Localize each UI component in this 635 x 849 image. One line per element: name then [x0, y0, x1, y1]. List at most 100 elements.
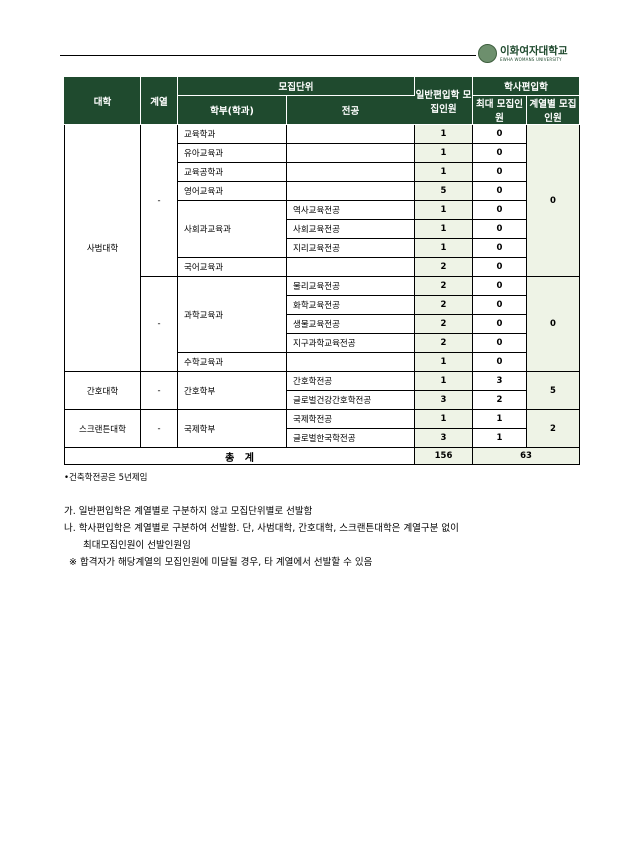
- max-count-cell: 0: [472, 219, 527, 239]
- major-cell: 물리교육전공: [286, 276, 415, 296]
- dept-cell: 영어교육과: [177, 181, 287, 201]
- dept-cell: 과학교육과: [177, 276, 287, 353]
- dept-cell: 교육공학과: [177, 162, 287, 182]
- college-cell: 간호대학: [64, 371, 141, 410]
- college-cell: 스크랜튼대학: [64, 409, 141, 448]
- general-count-cell: 3: [414, 390, 473, 410]
- general-count-cell: 1: [414, 124, 473, 144]
- max-count-cell: 0: [472, 200, 527, 220]
- dept-cell: 국어교육과: [177, 257, 287, 277]
- col-per-series: 계열별 모집인원: [525, 95, 581, 125]
- series-cell: -: [140, 276, 178, 372]
- major-cell: [286, 257, 415, 277]
- major-cell: [286, 124, 415, 144]
- general-count-cell: 1: [414, 219, 473, 239]
- general-count-cell: 1: [414, 162, 473, 182]
- logo-sub: EWHA WOMANS UNIVERSITY: [500, 56, 562, 62]
- col-unit: 모집단위: [177, 76, 415, 96]
- table-row: 지리교육전공 1 0: [65, 238, 580, 258]
- max-count-cell: 0: [472, 295, 527, 315]
- per-series-count-cell: 5: [525, 371, 581, 410]
- general-count-cell: 2: [414, 257, 473, 277]
- dept-cell: 수학교육과: [177, 352, 287, 372]
- max-count-cell: 2: [472, 390, 527, 410]
- major-cell: 역사교육전공: [286, 200, 415, 220]
- table-row: 글로벌건강간호학전공 3 2: [65, 390, 580, 410]
- col-general: 일반편입학 모집인원: [414, 76, 473, 125]
- dept-cell: 교육학과: [177, 124, 287, 144]
- dept-cell: 사회과교육과: [177, 200, 287, 258]
- max-count-cell: 1: [472, 428, 527, 448]
- general-count-cell: 5: [414, 181, 473, 201]
- series-cell: -: [140, 371, 178, 410]
- note-na: 나. 학사편입학은 계열별로 구분하여 선발함. 단, 사범대학, 간호대학, …: [64, 523, 459, 534]
- table-row: 교육공학과 1 0: [65, 162, 580, 182]
- max-count-cell: 0: [472, 352, 527, 372]
- max-count-cell: 0: [472, 143, 527, 163]
- max-count-cell: 0: [472, 181, 527, 201]
- general-count-cell: 1: [414, 409, 473, 429]
- max-count-cell: 1: [472, 409, 527, 429]
- major-cell: 글로벌건강간호학전공: [286, 390, 415, 410]
- col-max: 최대 모집인원: [472, 95, 527, 125]
- major-cell: 지리교육전공: [286, 238, 415, 258]
- major-cell: [286, 181, 415, 201]
- major-cell: 국제학전공: [286, 409, 415, 429]
- col-series: 계열: [140, 76, 178, 125]
- note-na-cont: 최대모집인원이 선발인원임: [83, 540, 191, 551]
- table-row: 스크랜튼대학 - 국제학부 국제학전공 1 1 2: [64, 409, 581, 448]
- general-count-cell: 1: [414, 371, 473, 391]
- major-cell: 글로벌한국학전공: [286, 428, 415, 448]
- max-count-cell: 3: [472, 371, 527, 391]
- table-row: 사범대학 - 교육학과 1 0 0: [64, 124, 581, 372]
- max-count-cell: 0: [472, 257, 527, 277]
- header-rule: [60, 55, 476, 56]
- total-row: 총 계 156 63: [64, 447, 581, 465]
- logo-name: 이화여자대학교: [500, 44, 568, 57]
- general-count-cell: 2: [414, 276, 473, 296]
- major-cell: 사회교육전공: [286, 219, 415, 239]
- note-ga: 가. 일반편입학은 계열별로 구분하지 않고 모집단위별로 선발함: [64, 506, 313, 517]
- max-count-cell: 0: [472, 314, 527, 334]
- max-count-cell: 0: [472, 276, 527, 296]
- general-count-cell: 1: [414, 238, 473, 258]
- note-reference: ※ 합격자가 해당계열의 모집인원에 미달될 경우, 타 계열에서 선발할 수 …: [69, 557, 373, 568]
- table-row: - 과학교육과 물리교육전공 2 0 0: [65, 276, 581, 372]
- general-count-cell: 1: [414, 200, 473, 220]
- col-college: 대학: [64, 76, 141, 125]
- per-series-count-cell: 0: [525, 124, 581, 277]
- series-cell: -: [140, 124, 178, 277]
- total-general: 156: [414, 447, 473, 465]
- major-cell: [286, 352, 415, 372]
- general-count-cell: 2: [414, 333, 473, 353]
- max-count-cell: 0: [472, 333, 527, 353]
- dept-cell: 유아교육과: [177, 143, 287, 163]
- general-count-cell: 1: [414, 352, 473, 372]
- footnote: •건축학전공은 5년제임: [64, 473, 148, 483]
- admission-table: 대학 계열 모집단위 일반편입학 모집인원 학사편입학 학부(학과) 전공 최대…: [64, 76, 581, 465]
- general-count-cell: 3: [414, 428, 473, 448]
- series-cell: -: [140, 409, 178, 448]
- per-series-count-cell: 2: [525, 409, 581, 448]
- general-count-cell: 2: [414, 314, 473, 334]
- per-series-count-cell: 0: [525, 276, 581, 372]
- major-cell: [286, 143, 415, 163]
- college-cell: 사범대학: [64, 124, 141, 372]
- major-cell: 지구과학교육전공: [286, 333, 415, 353]
- major-cell: 간호학전공: [286, 371, 415, 391]
- total-label: 총 계: [64, 447, 415, 465]
- general-count-cell: 1: [414, 143, 473, 163]
- major-cell: 생물교육전공: [286, 314, 415, 334]
- total-bachelor: 63: [471, 447, 581, 465]
- table-row: 화학교육전공 2 0: [65, 295, 580, 315]
- dept-cell: 간호학부: [177, 371, 287, 410]
- seal-icon: [478, 44, 497, 63]
- university-logo: 이화여자대학교 EWHA WOMANS UNIVERSITY: [478, 44, 568, 63]
- general-count-cell: 2: [414, 295, 473, 315]
- max-count-cell: 0: [472, 162, 527, 182]
- col-major: 전공: [286, 95, 415, 125]
- table-row: 글로벌한국학전공 3 1: [65, 428, 580, 448]
- table-row: 국어교육과 2 0: [65, 257, 580, 277]
- max-count-cell: 0: [472, 124, 527, 144]
